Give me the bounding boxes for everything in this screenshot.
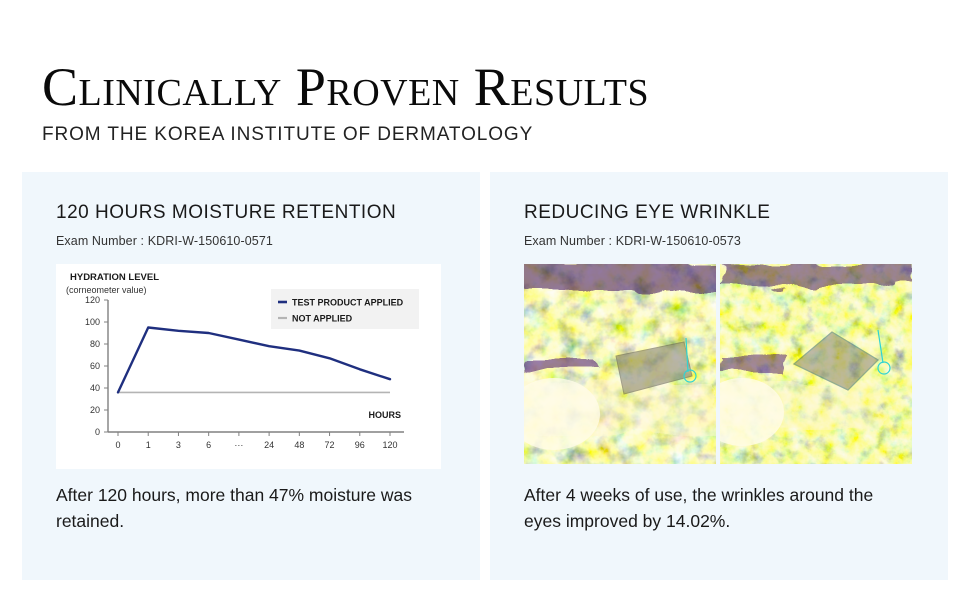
svg-text:120: 120: [382, 440, 397, 450]
chart-y-ticks: 0 20 40 60 80 100 120: [85, 295, 108, 437]
micrograph-pair: [524, 264, 912, 464]
caption-wrinkle: After 4 weeks of use, the wrinkles aroun…: [524, 485, 874, 531]
chart-x-ticks: 0 1 3 6 ··· 24 48 72 96 120: [115, 432, 398, 450]
svg-text:96: 96: [355, 440, 365, 450]
svg-text:20: 20: [90, 405, 100, 415]
chart-axis-subtitle: (corneometer value): [66, 285, 147, 295]
exam-number-wrinkle: Exam Number : KDRI-W-150610-0573: [524, 234, 741, 248]
legend-background: [271, 289, 419, 329]
measurement-overlay: [615, 341, 693, 395]
svg-text:···: ···: [234, 440, 243, 450]
panel-eye-wrinkle: REDUCING EYE WRINKLE Exam Number : KDRI-…: [490, 172, 948, 580]
chart-legend: TEST PRODUCT APPLIED NOT APPLIED: [271, 289, 419, 329]
panel-title-moisture: 120 HOURS MOISTURE RETENTION: [56, 202, 397, 223]
results-panels: 120 HOURS MOISTURE RETENTION Exam Number…: [22, 172, 948, 580]
chart-axis-title: HYDRATION LEVEL: [70, 272, 159, 283]
svg-text:0: 0: [95, 427, 100, 437]
hydration-line-chart: HYDRATION LEVEL (corneometer value) 0 20 4…: [66, 272, 419, 450]
legend-label-test-product: TEST PRODUCT APPLIED: [292, 298, 404, 308]
svg-text:1: 1: [146, 440, 151, 450]
svg-text:3: 3: [176, 440, 181, 450]
svg-text:40: 40: [90, 383, 100, 393]
panel-moisture-retention: 120 HOURS MOISTURE RETENTION Exam Number…: [22, 172, 480, 580]
svg-text:100: 100: [85, 317, 100, 327]
svg-text:120: 120: [85, 295, 100, 305]
before-treatment-skin-micrograph: [524, 264, 716, 464]
micrograph-render-after: [720, 264, 912, 464]
exam-number-moisture: Exam Number : KDRI-W-150610-0571: [56, 234, 273, 248]
svg-text:72: 72: [325, 440, 335, 450]
chart-x-axis-label: HOURS: [368, 410, 401, 420]
after-treatment-skin-micrograph: [720, 264, 912, 464]
page-title: Clinically Proven Results: [42, 57, 650, 117]
legend-label-not-applied: NOT APPLIED: [292, 314, 353, 324]
measurement-overlay: [792, 331, 880, 391]
hydration-chart-card: HYDRATION LEVEL (corneometer value) 0 20 4…: [56, 264, 441, 469]
page-header: Clinically Proven Results FROM THE KOREA…: [42, 58, 932, 146]
caption-moisture: After 120 hours, more than 47% moisture …: [56, 485, 413, 531]
measurement-marker-icon: [683, 369, 697, 383]
series-test-product-applied: [116, 326, 392, 394]
svg-text:24: 24: [264, 440, 274, 450]
svg-text:48: 48: [294, 440, 304, 450]
micrograph-render-before: [524, 264, 716, 464]
svg-text:80: 80: [90, 339, 100, 349]
page-subtitle: FROM THE KOREA INSTITUTE OF DERMATOLOGY: [42, 124, 534, 145]
panel-title-wrinkle: REDUCING EYE WRINKLE: [524, 202, 771, 223]
measurement-pointer-icon: [685, 337, 689, 373]
svg-text:0: 0: [115, 440, 120, 450]
svg-text:6: 6: [206, 440, 211, 450]
measurement-pointer-icon: [877, 329, 884, 364]
measurement-marker-icon: [877, 361, 891, 375]
svg-text:60: 60: [90, 361, 100, 371]
